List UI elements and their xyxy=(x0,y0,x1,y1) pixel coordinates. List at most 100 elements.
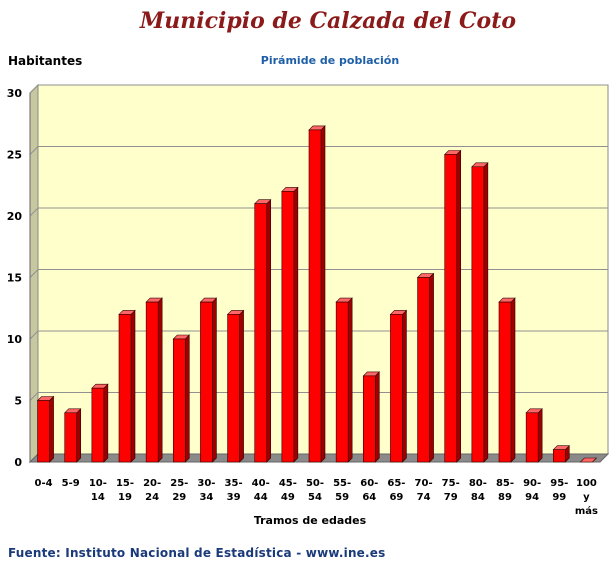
grid-line xyxy=(29,207,608,217)
x-tick-label: 30-34 xyxy=(197,478,215,503)
x-tick-label: 10-14 xyxy=(89,478,107,503)
x-tick-label: 65-69 xyxy=(387,478,405,503)
bar xyxy=(36,395,55,463)
grid-line xyxy=(29,84,608,94)
bar xyxy=(281,186,299,463)
bar-front xyxy=(227,314,240,463)
bar-side xyxy=(456,149,462,463)
bar xyxy=(199,297,218,463)
bar-side xyxy=(184,334,190,463)
bar-side xyxy=(76,408,82,463)
bar-side xyxy=(49,395,54,463)
bar xyxy=(63,408,82,463)
bar-side xyxy=(320,125,326,463)
x-tick-label: 100 y más xyxy=(575,478,598,517)
bar xyxy=(443,149,462,463)
bar xyxy=(579,457,598,463)
bar-side xyxy=(483,162,489,463)
bar xyxy=(498,297,516,463)
bar xyxy=(525,408,543,463)
bar xyxy=(552,444,571,463)
x-tick-label: 0-4 xyxy=(35,478,53,489)
x-tick-label: 95-99 xyxy=(550,478,568,503)
bar-front xyxy=(390,314,403,463)
bar-front xyxy=(444,154,458,463)
y-axis-title: Habitantes xyxy=(8,54,83,68)
bar-side xyxy=(374,371,380,463)
bar xyxy=(253,198,272,463)
bar-front xyxy=(308,129,322,463)
bar xyxy=(471,162,489,463)
bar-side xyxy=(429,272,434,463)
x-tick-label: 20-24 xyxy=(143,478,161,503)
y-tick-label: 20 xyxy=(7,210,23,223)
x-tick-label: 35-39 xyxy=(225,478,243,503)
bar-top xyxy=(579,457,598,463)
y-tick-label: 25 xyxy=(7,149,22,162)
y-tick-label: 5 xyxy=(14,395,22,408)
x-axis: 0-4 5-9 10-14 15-19 20-24 25-29 30-34 35-39 40-4… xyxy=(35,478,599,517)
bar-front xyxy=(145,301,159,463)
source-note: Fuente: Instituto Nacional de Estadístic… xyxy=(8,546,386,560)
y-tick-label: 0 xyxy=(14,456,22,469)
bar xyxy=(226,309,245,463)
bar-front xyxy=(200,301,213,463)
x-tick-label: 5-9 xyxy=(62,478,80,489)
x-tick-label: 45-49 xyxy=(279,478,297,503)
bar-side xyxy=(212,297,217,463)
x-tick-label: 80-84 xyxy=(469,478,487,503)
x-tick-label: 60-64 xyxy=(360,478,378,503)
bar-front xyxy=(362,375,376,463)
grid-line xyxy=(29,146,608,155)
y-tick-label: 15 xyxy=(7,272,22,285)
bar xyxy=(362,371,381,463)
bar xyxy=(389,309,408,463)
chart-title: Municipio de Calzada del Coto xyxy=(139,8,517,34)
bar-front xyxy=(471,166,485,463)
x-tick-label: 55-59 xyxy=(333,478,351,503)
bar-front xyxy=(118,314,132,463)
bar xyxy=(118,309,136,463)
bar-front xyxy=(281,191,295,463)
x-tick-label: 75-79 xyxy=(442,478,460,503)
bar xyxy=(335,297,353,463)
bar-side xyxy=(266,198,272,463)
bar-side xyxy=(239,309,244,463)
bar-front xyxy=(64,412,78,463)
bar-side xyxy=(537,408,543,463)
bar xyxy=(416,272,435,463)
bar xyxy=(172,334,191,463)
y-tick-label: 10 xyxy=(7,333,23,346)
bar-front xyxy=(498,301,512,463)
bar-side xyxy=(130,309,136,463)
bar-side xyxy=(103,383,109,463)
bar-side xyxy=(293,186,299,463)
x-tick-label: 50-54 xyxy=(306,478,324,503)
bar-side xyxy=(157,297,163,463)
bar xyxy=(91,383,109,463)
bar xyxy=(308,125,326,463)
bar-side xyxy=(510,297,516,463)
x-tick-label: 15-19 xyxy=(116,478,134,503)
bar-front xyxy=(335,301,349,463)
bar-side xyxy=(402,309,407,463)
bar-front xyxy=(254,203,268,463)
x-tick-label: 90-94 xyxy=(523,478,541,503)
bar-front xyxy=(525,412,539,463)
bar-side xyxy=(347,297,353,463)
bar xyxy=(145,297,163,463)
x-tick-label: 70-74 xyxy=(415,478,433,503)
x-axis-title: Tramos de edades xyxy=(253,514,367,527)
x-tick-label: 40-44 xyxy=(252,478,270,503)
bar-front xyxy=(417,277,430,463)
bar-front xyxy=(37,400,50,463)
chart-subtitle: Pirámide de población xyxy=(260,54,400,67)
y-tick-label: 30 xyxy=(7,87,23,100)
x-tick-label: 85-89 xyxy=(496,478,514,503)
bars xyxy=(36,125,598,463)
x-tick-label: 25-29 xyxy=(170,478,188,503)
grid-line xyxy=(29,269,608,278)
bar-front xyxy=(552,449,566,463)
bar-front xyxy=(172,338,186,463)
